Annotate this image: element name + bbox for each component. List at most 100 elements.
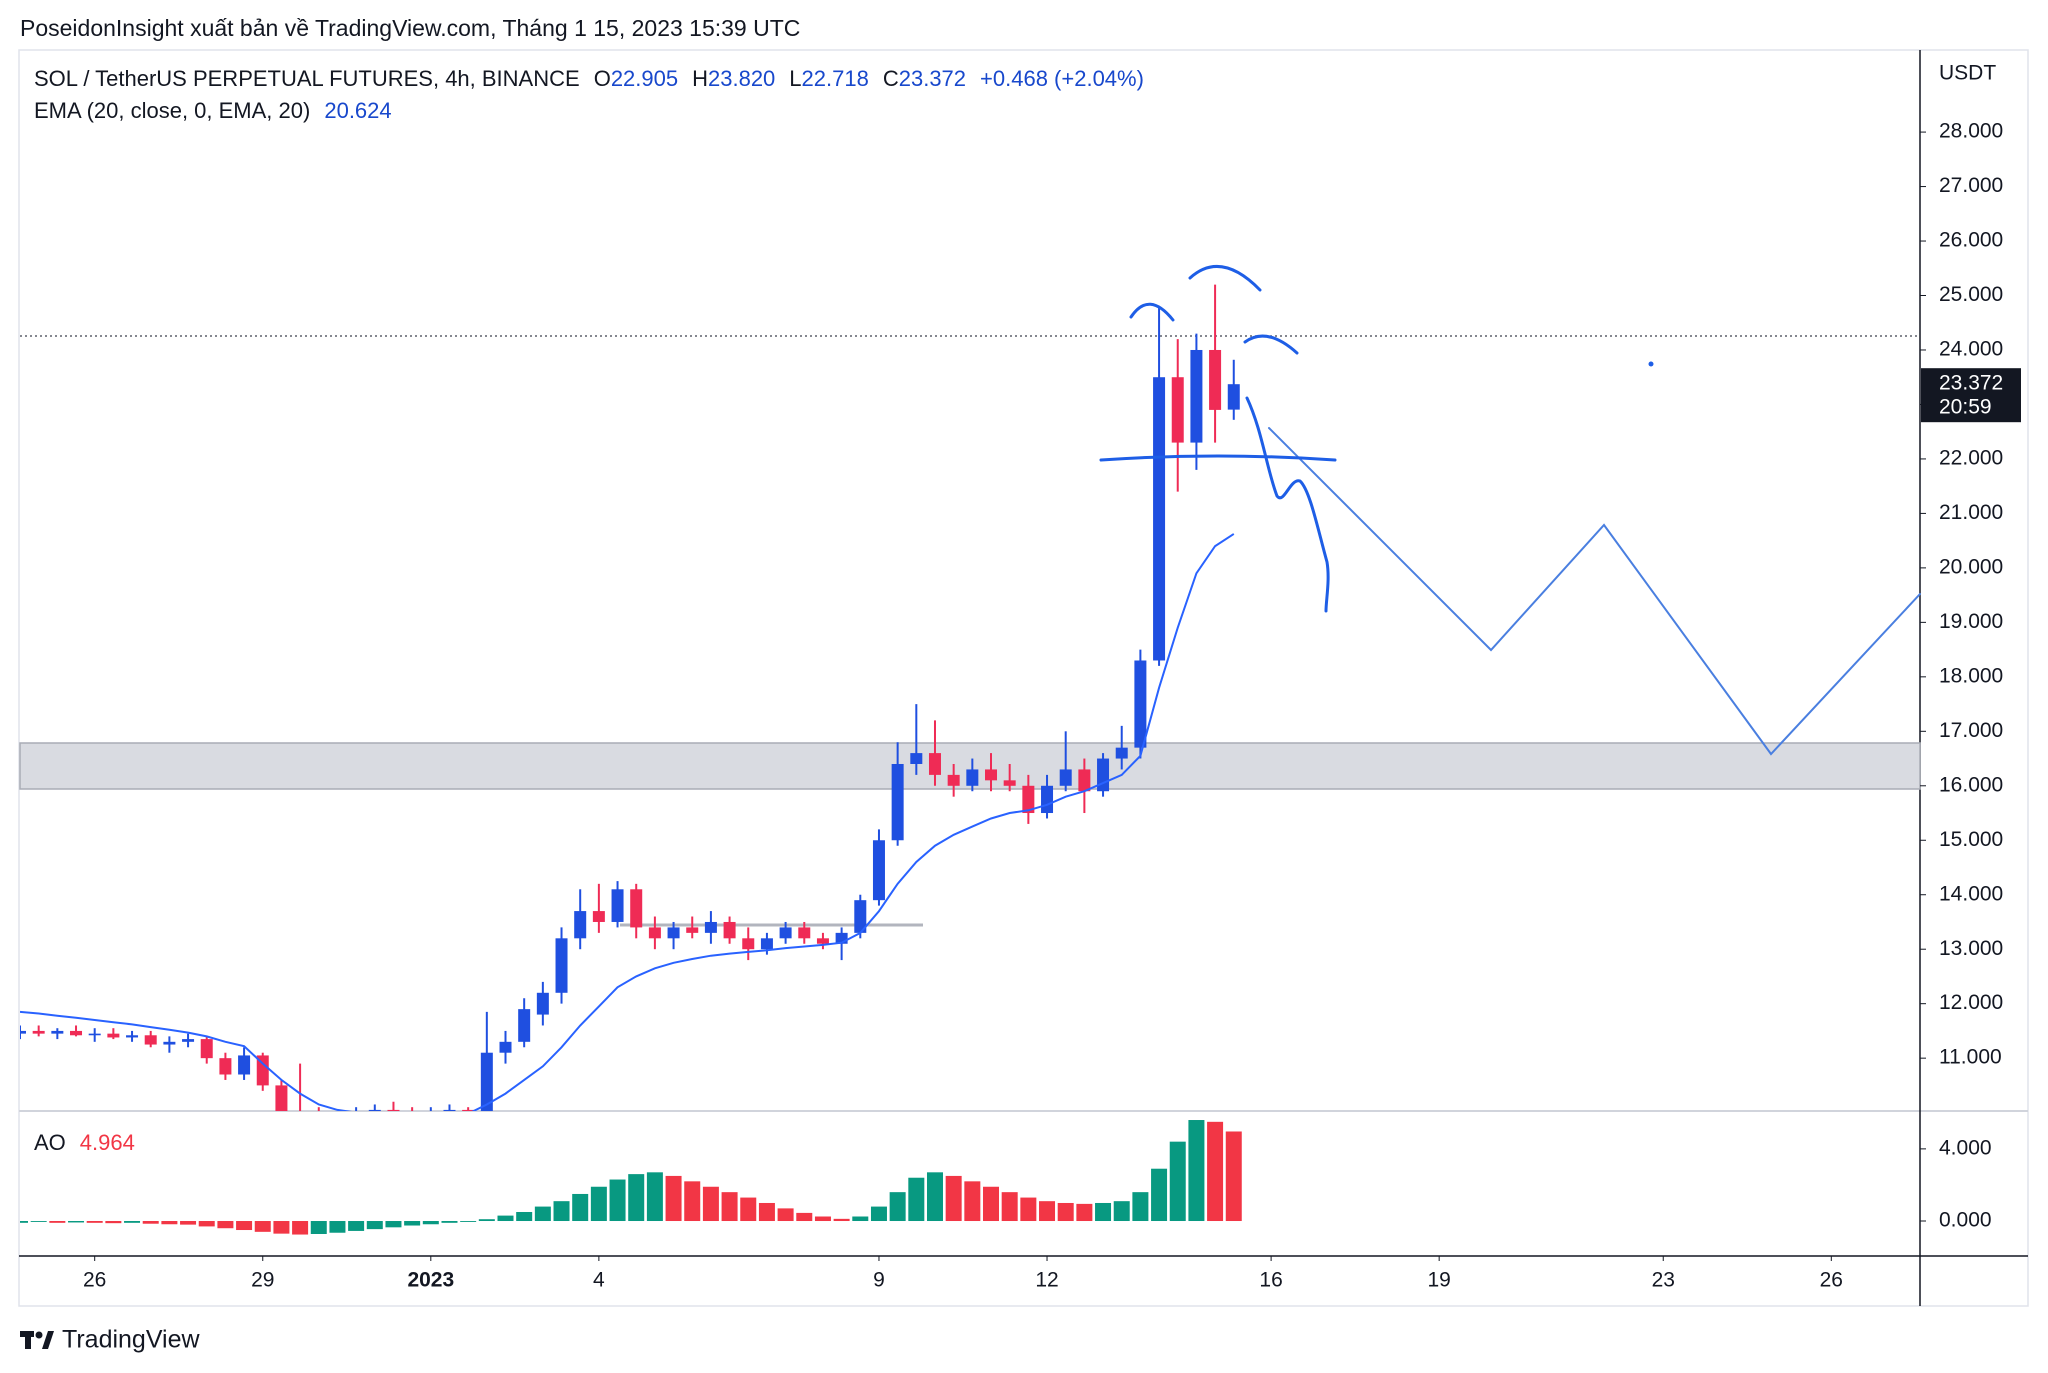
candle-body — [294, 1113, 306, 1116]
y-tick-label: 20.000 — [1939, 555, 2003, 578]
symbol: SOL / TetherUS PERPETUAL FUTURES, 4h, BI… — [34, 66, 580, 91]
y-tick-label: 28.000 — [1939, 120, 2003, 143]
ao-bar — [516, 1211, 533, 1222]
candle-body — [910, 753, 923, 764]
candle-body — [1153, 377, 1166, 661]
candle-body — [1078, 769, 1091, 792]
x-tick-label: 16 — [1259, 1269, 1282, 1292]
ao-bar — [945, 1175, 962, 1222]
y-tick-label: 27.000 — [1939, 174, 2003, 197]
candle-body — [872, 840, 885, 901]
ao-bar — [404, 1221, 421, 1226]
candle-body — [1115, 747, 1128, 759]
ao-bar — [870, 1206, 887, 1222]
ao-bar — [1207, 1121, 1224, 1222]
candle-body — [200, 1039, 213, 1059]
currency: USDT — [1939, 62, 1996, 85]
x-tick-label: 19 — [1427, 1269, 1450, 1292]
ao-bar — [721, 1192, 738, 1222]
candle-body — [704, 921, 717, 933]
neckline — [1099, 454, 1337, 462]
candle-body — [32, 1030, 45, 1034]
close-label: C — [883, 66, 899, 91]
candle-body — [219, 1058, 232, 1075]
y-tick-label: 26.000 — [1939, 229, 2003, 252]
ao-bar — [254, 1221, 271, 1232]
ao-bar — [572, 1193, 589, 1222]
candle-body — [70, 1030, 83, 1036]
x-tick-label: 2023 — [407, 1269, 454, 1292]
candle-body — [126, 1035, 139, 1038]
ao-bar — [758, 1202, 775, 1222]
ao-bar — [1020, 1197, 1037, 1222]
x-tick-label: 29 — [251, 1269, 274, 1292]
y-tick-label: 15.000 — [1939, 828, 2003, 851]
candle-body — [518, 1009, 531, 1042]
ao-legend: AO 4.964 — [34, 1130, 135, 1155]
candle-body — [1003, 780, 1016, 786]
candle-body — [1134, 660, 1147, 748]
ao-bar — [702, 1186, 719, 1222]
ao-bar — [740, 1197, 757, 1222]
publisher-line: PoseidonInsight xuất bản về TradingView.… — [20, 15, 800, 41]
candle-body — [1227, 384, 1240, 410]
candle-body — [480, 1052, 493, 1111]
ao-bar — [68, 1221, 85, 1223]
y-tick-label: 11.000 — [1939, 1046, 2002, 1069]
candle-body — [779, 927, 792, 939]
candle-body — [425, 1113, 437, 1116]
ao-bar — [665, 1175, 682, 1222]
candle-body — [742, 938, 755, 950]
countdown: 20:59 — [1939, 396, 1992, 419]
ema-name: EMA (20, close, 0, EMA, 20) — [34, 98, 310, 123]
ao-bar — [908, 1177, 925, 1222]
ao-bar — [1169, 1141, 1186, 1222]
close-value: 23.372 — [899, 66, 966, 91]
candle-body — [443, 1109, 456, 1111]
ao-value: 4.964 — [80, 1130, 135, 1155]
ao-bar — [49, 1221, 66, 1223]
projection-line — [1268, 427, 1921, 756]
candle-body — [275, 1085, 288, 1111]
ao-bar — [124, 1221, 141, 1223]
ao-bar — [553, 1201, 570, 1222]
ao-bar — [1001, 1192, 1018, 1222]
candle-body — [611, 889, 624, 922]
ao-bar — [310, 1221, 327, 1234]
candle-body — [238, 1055, 251, 1075]
candle-body — [387, 1109, 400, 1111]
price-label-box — [1921, 368, 2021, 423]
ao-bar — [777, 1208, 794, 1222]
change: +0.468 (+2.04%) — [980, 66, 1144, 91]
price-label: 23.372 — [1939, 372, 2003, 395]
candle-body — [592, 911, 605, 922]
right-shoulder — [1243, 334, 1299, 355]
ao-bar — [609, 1179, 626, 1222]
y-tick-label: 24.000 — [1939, 338, 2003, 361]
symbol-legend: SOL / TetherUS PERPETUAL FUTURES, 4h, BI… — [34, 66, 1144, 91]
candle-body — [966, 769, 979, 786]
x-tick-label: 4 — [593, 1269, 605, 1292]
high-label: H — [692, 66, 708, 91]
ao-bar — [964, 1181, 981, 1222]
candle-body — [891, 763, 904, 841]
y-tick-label: 13.000 — [1939, 937, 2003, 960]
candle-body — [1190, 349, 1203, 443]
y-tick-label: 17.000 — [1939, 719, 2003, 742]
ema-line — [20, 533, 1235, 1111]
ao-bar — [833, 1218, 850, 1222]
ao-bar — [180, 1221, 197, 1225]
ao-bar — [460, 1221, 477, 1222]
ao-histogram — [20, 1120, 1242, 1235]
plot — [20, 284, 1242, 1235]
x-tick-label: 26 — [83, 1269, 106, 1292]
ao-bar — [1076, 1203, 1093, 1222]
ao-bar — [1057, 1202, 1074, 1222]
ao-bar — [814, 1216, 831, 1222]
ao-bar — [926, 1172, 943, 1222]
candle-body — [107, 1033, 120, 1038]
ao-bar — [590, 1186, 607, 1222]
candle-body — [256, 1055, 269, 1086]
ao-bar — [441, 1221, 458, 1223]
ema-value: 20.624 — [324, 98, 391, 123]
